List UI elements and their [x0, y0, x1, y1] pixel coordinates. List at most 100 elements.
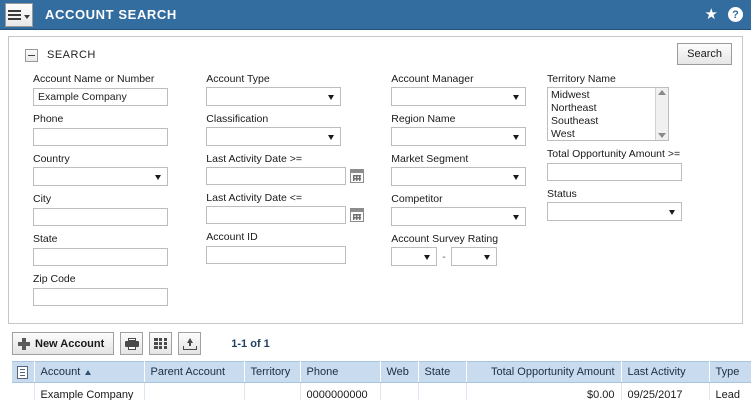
- table-header-account[interactable]: Account: [34, 361, 145, 383]
- field-label: Account ID: [206, 231, 258, 243]
- cell-type: Lead: [709, 382, 751, 400]
- field-last-activity-date-gte: Last Activity Date >=: [206, 153, 391, 185]
- date-row: [206, 167, 391, 185]
- account-name-or-number-input[interactable]: [33, 88, 168, 106]
- rating-to-value: [452, 248, 496, 250]
- export-button[interactable]: [178, 332, 202, 355]
- column-settings-header[interactable]: [12, 361, 35, 383]
- account-type-select[interactable]: [206, 87, 342, 106]
- search-button[interactable]: Search: [677, 43, 732, 65]
- field-label: Territory Name: [547, 73, 616, 85]
- table-header-last-activity[interactable]: Last Activity: [621, 361, 710, 383]
- table-header-type[interactable]: Type: [709, 361, 751, 383]
- list-item[interactable]: West: [551, 128, 575, 140]
- list-item[interactable]: Northeast: [551, 102, 597, 114]
- phone-input[interactable]: [33, 128, 168, 146]
- account-id-input[interactable]: [206, 246, 347, 264]
- hamburger-menu-icon[interactable]: [5, 2, 33, 27]
- cell-last-activity: 09/25/2017: [621, 382, 710, 400]
- new-account-label: New Account: [35, 337, 105, 350]
- state-input[interactable]: [33, 248, 168, 266]
- field-label: Account Manager: [391, 73, 474, 85]
- field-account-manager: Account Manager: [391, 73, 547, 106]
- table-header-territory[interactable]: Territory: [244, 361, 301, 383]
- account-survey-rating-to-select[interactable]: [450, 247, 497, 266]
- collapse-toggle-icon[interactable]: [25, 48, 38, 62]
- list-item[interactable]: Southeast: [551, 115, 599, 127]
- territory-name-listbox[interactable]: Midwest Northeast Southeast West: [547, 87, 670, 141]
- calendar-icon[interactable]: [350, 169, 365, 183]
- grid-layout-icon: [154, 338, 168, 349]
- title-bar: ACCOUNT SEARCH ★ ?: [0, 0, 751, 30]
- field-region-name: Region Name: [391, 113, 547, 146]
- cell-territory: [244, 382, 301, 400]
- results-grid-wrapper: Account Parent Account Territory Phone W…: [0, 361, 751, 400]
- table-row[interactable]: Example Company 0000000000 $0.00 09/25/2…: [12, 382, 751, 400]
- calendar-icon[interactable]: [350, 208, 365, 222]
- country-select-value: [34, 168, 167, 170]
- last-activity-date-lte-input[interactable]: [206, 206, 347, 224]
- last-activity-date-gte-input[interactable]: [206, 167, 347, 185]
- table-header-row: Account Parent Account Territory Phone W…: [12, 361, 751, 383]
- help-icon[interactable]: ?: [728, 7, 743, 22]
- field-zip-code: Zip Code: [33, 273, 206, 306]
- competitor-select[interactable]: [391, 207, 527, 226]
- table-body: Example Company 0000000000 $0.00 09/25/2…: [12, 382, 751, 400]
- market-segment-select[interactable]: [391, 167, 527, 186]
- cell-state: [418, 382, 467, 400]
- row-selector-cell[interactable]: [12, 382, 35, 400]
- table-header-web[interactable]: Web: [380, 361, 419, 383]
- status-select-value: [548, 203, 681, 205]
- search-panel-wrapper: SEARCH Search Account Name or Number Pho…: [0, 30, 751, 324]
- field-status: Status: [547, 188, 732, 221]
- field-phone: Phone: [33, 113, 206, 146]
- print-button[interactable]: [120, 332, 144, 355]
- table-header-state[interactable]: State: [418, 361, 467, 383]
- field-label: Account Name or Number: [33, 73, 155, 85]
- search-column-3: Account Manager Region Name: [391, 73, 547, 313]
- total-opportunity-amount-gte-input[interactable]: [547, 163, 683, 181]
- search-panel: SEARCH Search Account Name or Number Pho…: [8, 36, 743, 324]
- favorite-star-icon[interactable]: ★: [704, 6, 718, 23]
- chevron-down-icon: [328, 135, 335, 140]
- market-segment-select-value: [392, 168, 525, 170]
- title-bar-actions: ★ ?: [705, 7, 743, 22]
- table-header-parent-account[interactable]: Parent Account: [144, 361, 245, 383]
- table-header-phone[interactable]: Phone: [300, 361, 381, 383]
- cell-phone: 0000000000: [300, 382, 381, 400]
- country-select[interactable]: [33, 167, 168, 186]
- account-survey-rating-from-select[interactable]: [391, 247, 438, 266]
- status-select[interactable]: [547, 202, 683, 221]
- field-account-survey-rating: Account Survey Rating -: [391, 233, 547, 266]
- column-settings-icon[interactable]: [17, 365, 29, 379]
- chevron-down-icon: [483, 255, 490, 260]
- region-name-select[interactable]: [391, 127, 527, 146]
- chevron-down-icon: [513, 175, 520, 180]
- list-item[interactable]: Midwest: [551, 89, 590, 101]
- chevron-down-icon: [24, 14, 30, 19]
- field-city: City: [33, 193, 206, 226]
- search-panel-header: SEARCH: [19, 45, 732, 65]
- listbox-scrollbar[interactable]: [655, 88, 669, 140]
- field-label: Competitor: [391, 193, 443, 205]
- hamburger-lines: [8, 9, 21, 20]
- results-table: Account Parent Account Territory Phone W…: [12, 361, 751, 400]
- date-row: [206, 206, 391, 224]
- cell-web: [380, 382, 419, 400]
- account-manager-select[interactable]: [391, 87, 527, 106]
- grid-layout-button[interactable]: [149, 332, 173, 355]
- zip-code-input[interactable]: [33, 288, 168, 306]
- field-label: Account Type: [206, 73, 270, 85]
- scroll-down-icon[interactable]: [658, 133, 667, 138]
- chevron-down-icon: [155, 175, 161, 180]
- chevron-down-icon: [669, 210, 676, 215]
- field-label: Zip Code: [33, 273, 76, 285]
- table-header-total-opportunity-amount[interactable]: Total Opportunity Amount: [466, 361, 622, 383]
- cell-account[interactable]: Example Company: [34, 382, 145, 400]
- cell-parent-account: [144, 382, 245, 400]
- scroll-up-icon[interactable]: [658, 90, 667, 95]
- new-account-button[interactable]: New Account: [12, 332, 115, 355]
- city-input[interactable]: [33, 208, 168, 226]
- classification-select[interactable]: [206, 127, 342, 146]
